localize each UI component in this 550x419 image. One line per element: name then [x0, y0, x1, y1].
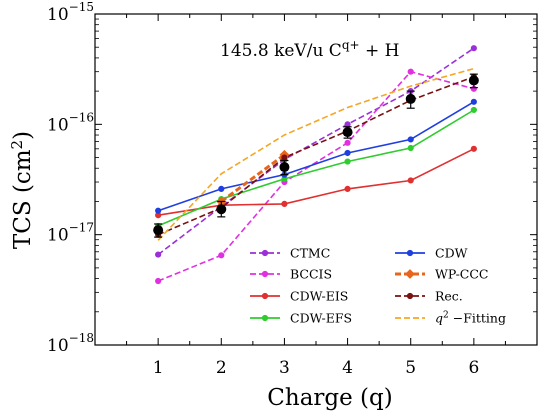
y-tick-label: 10−15 [47, 0, 94, 25]
series-point-cdw [470, 98, 477, 105]
y-axis-title: TCS (cm2) [8, 131, 36, 249]
x-axis-title: Charge (q) [267, 385, 392, 411]
series-point-cdw [155, 207, 162, 214]
series-group [157, 47, 475, 282]
series-point-ctmc [155, 251, 162, 258]
series-point-cdw-efs [407, 144, 414, 152]
series-point-cdw-eis [470, 145, 477, 152]
x-tick-label: 2 [216, 358, 227, 378]
series-point-cdw-eis [281, 200, 288, 208]
series-line-bccis [157, 70, 475, 282]
legend: CTMC BCCIS CDW-EIS CDW-EFS CDW WP-CCC Rec. q2 −… [250, 246, 506, 326]
y-tick-label: 10−17 [47, 221, 94, 246]
experiment-point [342, 127, 353, 138]
x-tick-label: 6 [468, 358, 479, 378]
series-point-cdw [407, 136, 414, 143]
annotation-sup: q+ [342, 38, 360, 52]
series-point-bccis [344, 139, 351, 146]
y-tick-label: 10−18 [47, 331, 94, 356]
experiment-point [153, 225, 164, 236]
series-point-cdw [344, 149, 351, 157]
chart-annotation: 145.8 keV/u Cq+ + H [220, 38, 399, 61]
series-point-cdw-eis [344, 185, 351, 192]
legend-label: BCCIS [290, 267, 332, 282]
y-axis-title-suffix: ) [10, 131, 36, 140]
legend-marker [405, 269, 415, 279]
series-point-cdw-efs [344, 158, 351, 165]
legend-label: CDW-EFS [290, 311, 352, 326]
experiment-point [216, 204, 227, 215]
legend-label: CDW [435, 246, 468, 261]
y-axis-title-sup: 2 [8, 140, 26, 150]
legend-label: q2 −Fitting [435, 311, 506, 326]
legend-label: WP-CCC [435, 267, 489, 282]
legend-marker [261, 249, 269, 257]
series-point-bccis [407, 68, 414, 75]
series-point-ctmc [344, 121, 351, 128]
series-point-ctmc [470, 45, 477, 52]
series-line-cdw-efs [157, 109, 475, 227]
legend-label: CTMC [290, 246, 330, 261]
series-line-ctmc [157, 47, 475, 256]
experiment-point [405, 93, 416, 104]
series-point-cdw-efs [470, 106, 477, 114]
legend-marker [406, 249, 414, 257]
series-line-fitting [157, 67, 475, 241]
legend-label: CDW-EIS [290, 289, 348, 304]
legend-label: Rec. [435, 289, 463, 304]
experiment-point [279, 162, 290, 173]
y-tick-label: 10−16 [47, 110, 94, 135]
series-point-bccis [218, 252, 225, 259]
legend-marker [261, 270, 269, 278]
annotation-suffix: + H [360, 41, 400, 61]
legend-marker [261, 314, 269, 322]
series-line-wp-ccc [220, 153, 286, 203]
series-line-cdw [157, 101, 475, 212]
x-tick-label: 4 [342, 358, 353, 378]
series-point-cdw-eis [407, 177, 414, 184]
x-tick-label: 3 [279, 358, 290, 378]
series-point-rec- [281, 154, 288, 161]
x-tick-label: 1 [153, 358, 164, 378]
x-tick-label: 5 [405, 358, 416, 378]
legend-marker [406, 292, 414, 300]
legend-marker [261, 292, 269, 300]
series-point-bccis [155, 277, 162, 285]
experiment-point [468, 75, 479, 86]
series-line-rec- [157, 75, 475, 236]
series-line-cdw-eis [157, 148, 475, 216]
series-point-cdw [218, 185, 225, 192]
